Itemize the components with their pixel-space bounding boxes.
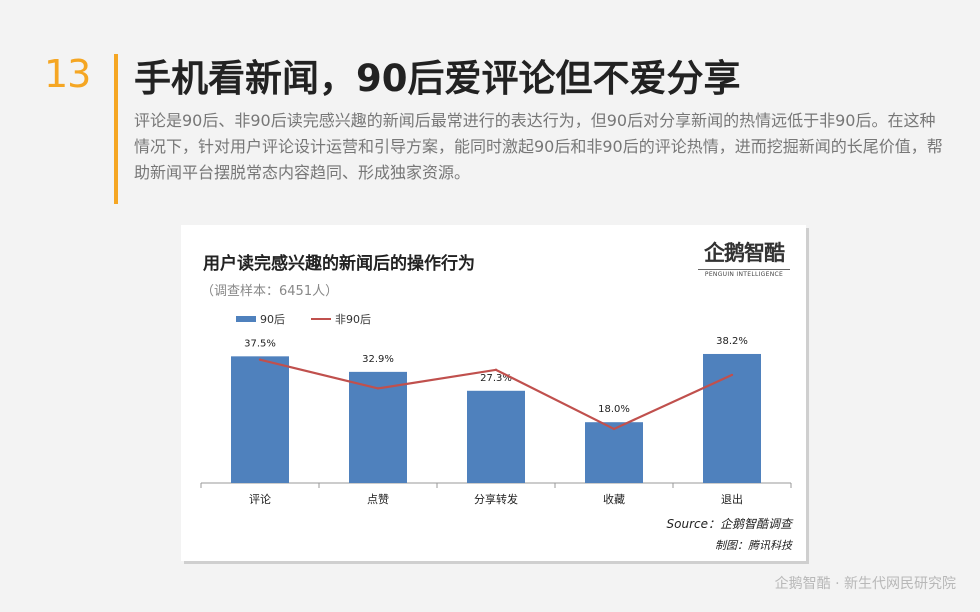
brand-logo: 企鹅智酷 PENGUIN INTELLIGENCE: [698, 237, 790, 278]
line-point-3: [612, 427, 616, 431]
x-tick-label-4: 退出: [721, 492, 743, 506]
legend-label-90: 90后: [260, 313, 285, 326]
chart-legend: 90后 非90后: [236, 311, 371, 327]
bar-data-label-0: 37.5%: [244, 338, 276, 349]
bar-90-2: [467, 390, 525, 483]
chart-card: 用户读完感兴趣的新闻后的操作行为 （调查样本：6451人） 企鹅智酷 PENGU…: [181, 225, 806, 561]
x-tick-label-1: 点赞: [367, 493, 389, 506]
x-tick-label-0: 评论: [249, 492, 271, 506]
bar-data-label-4: 38.2%: [716, 336, 748, 347]
bar-data-label-2: 27.3%: [480, 373, 512, 384]
page-title: 手机看新闻，90后爱评论但不爱分享: [134, 57, 741, 100]
line-point-0: [258, 358, 262, 361]
page-description: 评论是90后、非90后读完感兴趣的新闻后最常进行的表达行为，但90后对分享新闻的…: [134, 111, 943, 182]
legend-swatch-line: [311, 318, 331, 320]
chart-source: Source：企鹅智酷调查: [666, 517, 792, 531]
x-tick-label-3: 收藏: [603, 492, 625, 506]
line-point-2: [494, 368, 498, 372]
line-point-1: [376, 387, 380, 390]
bar-90-0: [231, 356, 289, 483]
legend-label-non90: 非90后: [335, 313, 371, 326]
x-tick-label-2: 分享转发: [474, 492, 518, 506]
bar-data-label-1: 32.9%: [362, 354, 394, 365]
bar-90-1: [349, 371, 407, 483]
line-point-4: [730, 373, 734, 377]
chart-plot: 37.5% 32.9% 27.3% 18.0% 38.2% 评论 点赞 分享转发 收藏 退出: [200, 336, 792, 506]
chart-subtitle: （调查样本：6451人）: [201, 284, 339, 299]
bar-90-3: [585, 422, 643, 483]
legend-item-non90: 非90后: [311, 311, 371, 327]
chart-credit: 制图：腾讯科技: [715, 539, 792, 552]
footer-brand: 企鹅智酷 · 新生代网民研究院: [774, 576, 956, 592]
bar-90-4: [703, 353, 761, 483]
accent-bar: [114, 54, 118, 204]
legend-swatch-bar: [236, 316, 256, 322]
logo-subtitle: PENGUIN INTELLIGENCE: [698, 269, 790, 278]
bar-data-label-3: 18.0%: [598, 404, 630, 415]
chart-title: 用户读完感兴趣的新闻后的操作行为: [203, 254, 475, 274]
legend-item-90: 90后: [236, 311, 285, 327]
page-number: 13: [44, 52, 91, 96]
logo-mark: 企鹅智酷: [704, 241, 785, 265]
